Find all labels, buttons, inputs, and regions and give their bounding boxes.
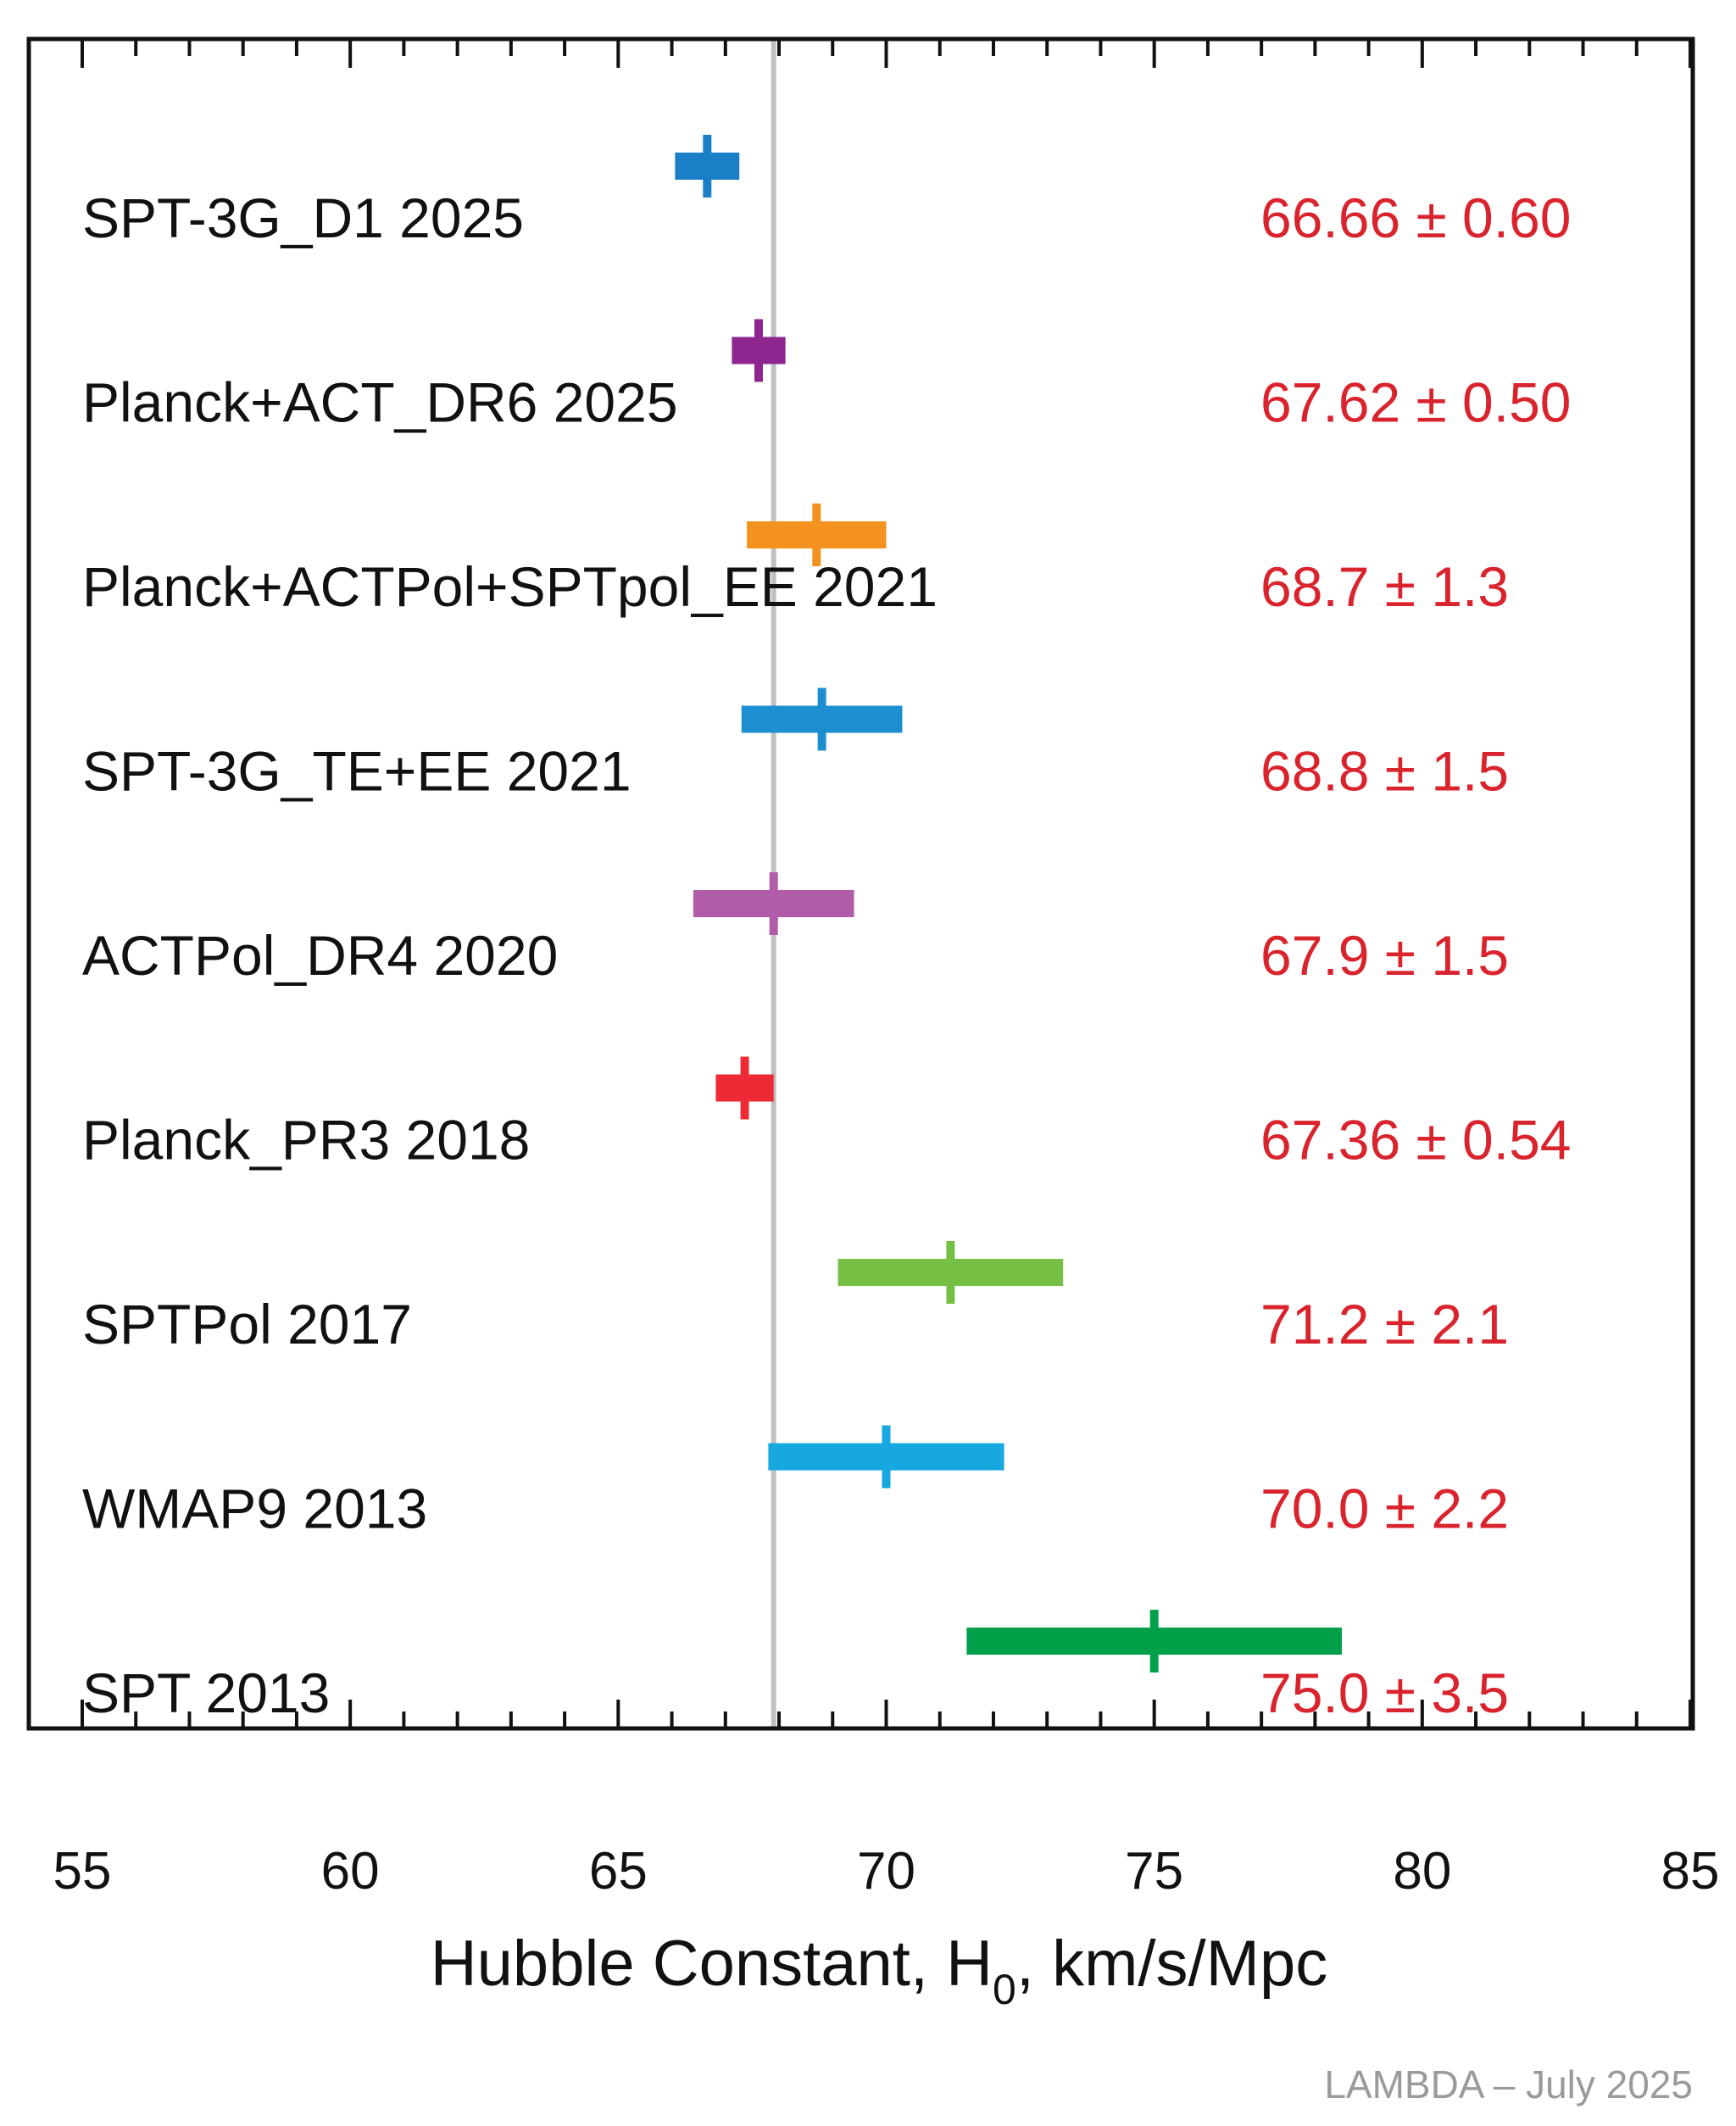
experiment-label: SPT-3G_TE+EE 2021 <box>82 740 632 803</box>
x-tick-label: 80 <box>1393 1842 1451 1901</box>
x-tick-label: 70 <box>857 1842 915 1901</box>
experiment-label: SPTPol 2017 <box>82 1293 412 1355</box>
h0-value-label: 68.8 ± 1.5 <box>1260 740 1509 803</box>
h0-value-label: 68.7 ± 1.3 <box>1260 555 1509 618</box>
central-value-mark <box>882 1425 891 1489</box>
experiment-label: ACTPol_DR4 2020 <box>82 924 558 987</box>
central-value-mark <box>703 135 712 198</box>
value-labels-layer: 66.66 ± 0.60 67.62 ± 0.50 68.7 ± 1.3 68.8 ±… <box>1260 186 1572 1724</box>
x-tick-label: 85 <box>1661 1842 1720 1901</box>
x-tick-label: 55 <box>53 1842 112 1901</box>
central-value-mark <box>946 1241 955 1304</box>
experiment-label: SPT 2013 <box>82 1661 330 1724</box>
h0-value-label: 67.36 ± 0.54 <box>1260 1109 1572 1172</box>
row-labels-layer: SPT-3G_D1 2025 Planck+ACT_DR6 2025 Planck+… <box>82 186 938 1724</box>
h0-value-label: 71.2 ± 2.1 <box>1260 1293 1509 1355</box>
error-bars-layer <box>675 135 1342 1672</box>
h0-value-label: 75.0 ± 3.5 <box>1260 1661 1509 1724</box>
h0-value-label: 67.62 ± 0.50 <box>1260 371 1572 434</box>
h0-value-label: 67.9 ± 1.5 <box>1260 924 1509 987</box>
central-value-mark <box>769 872 778 935</box>
x-tick-label: 60 <box>321 1842 380 1901</box>
x-axis-title: Hubble Constant, H0, km/s/Mpc <box>431 1928 1327 2013</box>
axis-ticks-layer <box>81 39 1692 1728</box>
experiment-label: Planck_PR3 2018 <box>82 1109 530 1172</box>
central-value-mark <box>817 687 826 751</box>
h0-value-label: 70.0 ± 2.2 <box>1260 1478 1509 1540</box>
x-tick-label: 75 <box>1125 1842 1183 1901</box>
central-value-mark <box>812 504 821 566</box>
experiment-label: SPT-3G_D1 2025 <box>82 186 524 249</box>
x-tick-label: 65 <box>589 1842 648 1901</box>
plot-frame <box>26 36 1695 1731</box>
tick-labels-layer: 55 60 65 70 75 80 85 <box>53 1842 1720 1901</box>
h0-value-label: 66.66 ± 0.60 <box>1260 186 1572 249</box>
experiment-label: Planck+ACT_DR6 2025 <box>82 371 678 434</box>
experiment-label: Planck+ACTPol+SPTpol_EE 2021 <box>82 555 938 618</box>
central-value-mark <box>754 319 764 382</box>
credit-text: LAMBDA – July 2025 <box>1324 2062 1693 2107</box>
experiment-label: WMAP9 2013 <box>82 1478 427 1540</box>
central-value-mark <box>1149 1610 1159 1672</box>
central-value-mark <box>740 1056 749 1120</box>
